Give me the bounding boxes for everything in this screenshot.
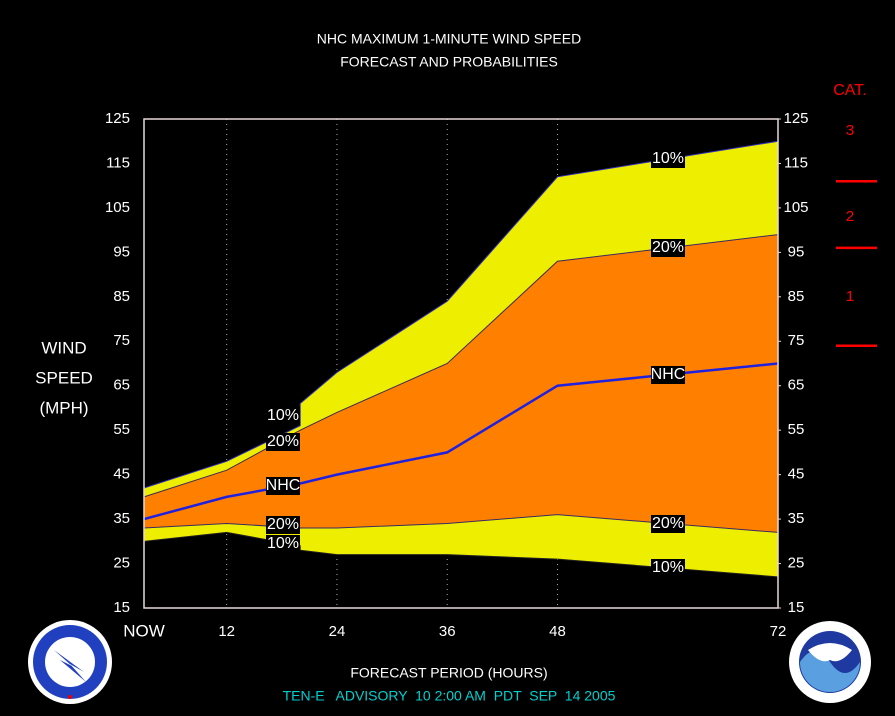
category-label: 3 bbox=[846, 122, 854, 139]
series-label: 10% bbox=[267, 535, 299, 552]
y-tick-label: 65 bbox=[113, 377, 130, 394]
x-tick-label: NOW bbox=[123, 621, 165, 640]
chart-title: NHC MAXIMUM 1-MINUTE WIND SPEED bbox=[317, 31, 581, 47]
probability-band bbox=[144, 234, 778, 533]
y2-tick-label: 45 bbox=[788, 466, 805, 483]
series-line bbox=[143, 234, 779, 498]
series-label: 20% bbox=[267, 516, 299, 533]
x-tick-label: 24 bbox=[329, 623, 346, 640]
noaa-logo bbox=[789, 621, 871, 703]
category-label: 1 bbox=[846, 288, 854, 305]
series-label: NHC bbox=[651, 366, 686, 383]
series-line bbox=[143, 514, 779, 533]
x-tick-label: 12 bbox=[218, 623, 235, 640]
category-label: 2 bbox=[846, 208, 854, 225]
series-line bbox=[143, 140, 779, 489]
series-line bbox=[143, 362, 779, 521]
y-tick-label: 95 bbox=[113, 243, 130, 260]
x-tick-label: 72 bbox=[770, 623, 787, 640]
y-tick-label: 105 bbox=[105, 199, 130, 216]
footer: TEN-E ADVISORY 10 2:00 AM PDT SEP 14 200… bbox=[283, 688, 616, 704]
series-label: NHC bbox=[266, 477, 301, 494]
y-tick-label: 55 bbox=[113, 421, 130, 438]
series-label: 20% bbox=[267, 433, 299, 450]
y2-tick-label: 95 bbox=[788, 243, 805, 260]
y2-tick-label: 65 bbox=[788, 377, 805, 394]
y2-tick-label: 105 bbox=[783, 199, 808, 216]
chart-subtitle: FORECAST AND PROBABILITIES bbox=[340, 54, 558, 70]
y-tick-label: 115 bbox=[106, 154, 130, 171]
label-box bbox=[266, 516, 300, 534]
y-tick-label: 15 bbox=[113, 599, 130, 616]
y2-tick-label: 75 bbox=[788, 332, 805, 349]
series-label: 10% bbox=[267, 407, 299, 424]
nws-logo bbox=[28, 620, 112, 704]
label-box bbox=[266, 407, 300, 425]
label-box bbox=[651, 515, 685, 533]
label-box bbox=[266, 535, 300, 553]
y2-tick-label: 25 bbox=[788, 555, 805, 572]
y2-tick-label: 55 bbox=[788, 421, 805, 438]
plot-area bbox=[143, 119, 779, 608]
label-box bbox=[266, 477, 300, 495]
y2-tick-label: 35 bbox=[788, 510, 805, 527]
x-tick-label: 36 bbox=[439, 623, 456, 640]
x-axis-label: FORECAST PERIOD (HOURS) bbox=[350, 665, 547, 681]
y-tick-label: 85 bbox=[113, 288, 130, 305]
series-label: 20% bbox=[652, 239, 684, 256]
y-tick-label: 35 bbox=[113, 510, 130, 527]
y-axis-label: WIND bbox=[41, 338, 86, 357]
label-box bbox=[651, 150, 685, 168]
y2-tick-label: 115 bbox=[784, 154, 808, 171]
y-tick-label: 75 bbox=[113, 332, 130, 349]
y-tick-label: 125 bbox=[105, 110, 130, 127]
y-axis-label: SPEED bbox=[35, 368, 93, 387]
y2-tick-label: 85 bbox=[788, 288, 805, 305]
y2-tick-label: 125 bbox=[783, 110, 808, 127]
y-tick-label: 45 bbox=[113, 466, 130, 483]
series-label: 10% bbox=[652, 150, 684, 167]
series-label: 10% bbox=[652, 559, 684, 576]
plot-border bbox=[143, 118, 779, 609]
y-axis-label: (MPH) bbox=[39, 398, 88, 417]
x-tick-label: 48 bbox=[549, 623, 566, 640]
label-box bbox=[651, 559, 685, 577]
label-box bbox=[266, 433, 300, 451]
category-title: CAT. bbox=[833, 82, 866, 99]
series-line bbox=[143, 531, 779, 578]
y2-tick-label: 15 bbox=[788, 599, 805, 616]
series-label: 20% bbox=[652, 515, 684, 532]
label-box bbox=[651, 366, 685, 384]
y-tick-label: 25 bbox=[113, 555, 130, 572]
label-box bbox=[651, 239, 685, 257]
